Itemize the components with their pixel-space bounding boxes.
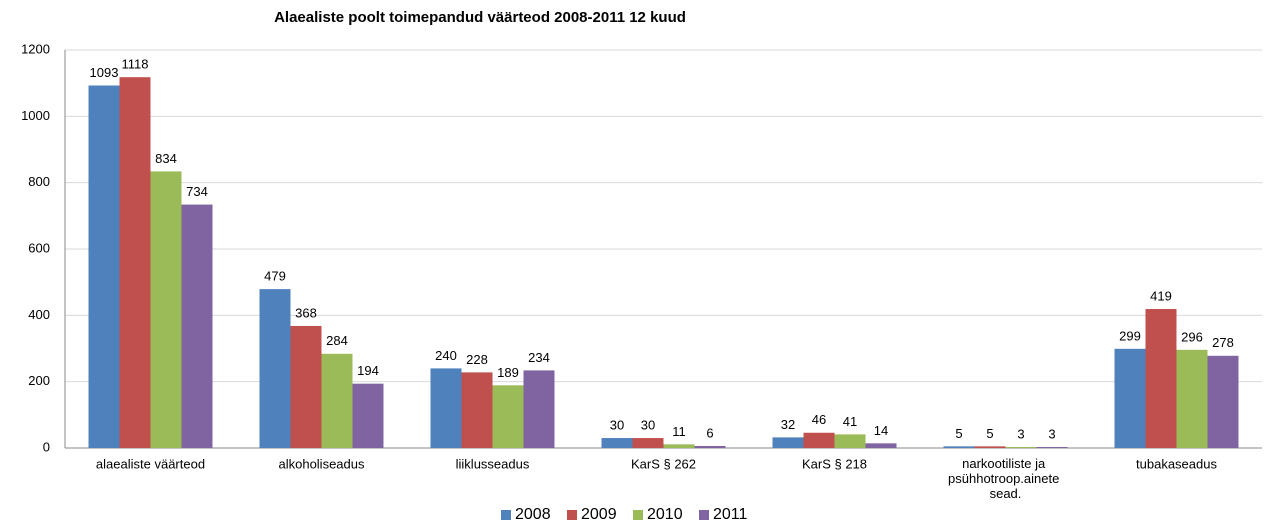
bar xyxy=(150,171,182,448)
bar xyxy=(601,438,633,448)
bar xyxy=(632,438,664,448)
value-label: 30 xyxy=(610,417,624,432)
value-label: 194 xyxy=(357,363,379,378)
bar xyxy=(321,353,353,448)
bar xyxy=(1036,447,1068,448)
value-label: 479 xyxy=(264,269,286,284)
bar xyxy=(523,370,555,448)
value-label: 1118 xyxy=(122,57,149,72)
value-label: 5 xyxy=(986,426,993,441)
value-label: 734 xyxy=(186,184,208,199)
bar xyxy=(974,446,1006,448)
legend-label: 2008 xyxy=(515,506,551,521)
x-tick-label: liiklusseadus xyxy=(456,456,530,471)
value-label: 368 xyxy=(295,305,317,320)
x-tick-label: alkoholiseadus xyxy=(278,456,365,471)
value-label: 296 xyxy=(1181,329,1203,344)
value-label: 834 xyxy=(155,151,177,166)
value-label: 46 xyxy=(812,412,826,427)
value-label: 32 xyxy=(781,417,795,432)
bar xyxy=(430,368,462,448)
legend-label: 2009 xyxy=(581,506,617,521)
legend-label: 2011 xyxy=(713,506,748,521)
y-tick-label: 800 xyxy=(28,174,50,189)
value-label: 14 xyxy=(874,423,888,438)
bar xyxy=(492,385,524,448)
bar xyxy=(181,204,213,448)
x-tick-label: narkootiliste ja psühhotroop.ainete sead… xyxy=(948,456,1063,501)
bar xyxy=(352,383,384,448)
bar xyxy=(663,444,695,448)
bar xyxy=(772,437,804,448)
value-label: 419 xyxy=(1150,288,1172,303)
value-label: 234 xyxy=(528,350,550,365)
bar xyxy=(461,372,493,448)
bar xyxy=(290,325,322,448)
y-tick-label: 0 xyxy=(43,439,50,454)
bar xyxy=(1176,349,1208,448)
value-label: 299 xyxy=(1119,328,1141,343)
value-label: 3 xyxy=(1017,426,1024,441)
y-tick-label: 1200 xyxy=(21,41,50,56)
y-tick-label: 1000 xyxy=(21,108,50,123)
bar xyxy=(1207,355,1239,448)
x-tick-label: KarS § 218 xyxy=(802,456,867,471)
legend-swatch xyxy=(501,510,511,520)
chart-title: Alaealiste poolt toimepandud väärteod 20… xyxy=(274,9,686,26)
bar xyxy=(88,85,120,448)
bar xyxy=(803,432,835,448)
bar xyxy=(1114,348,1146,448)
legend-label: 2010 xyxy=(647,506,683,521)
bar xyxy=(943,446,975,448)
value-label: 5 xyxy=(955,426,962,441)
y-tick-label: 400 xyxy=(28,307,50,322)
value-label: 228 xyxy=(466,352,488,367)
x-tick-label: KarS § 262 xyxy=(631,456,696,471)
value-label: 41 xyxy=(843,414,857,429)
value-label: 189 xyxy=(497,365,519,380)
legend-swatch xyxy=(699,510,709,520)
bar xyxy=(119,77,151,449)
x-tick-label: alaealiste väärteod xyxy=(96,456,205,471)
value-label: 11 xyxy=(672,424,686,439)
value-label: 240 xyxy=(435,348,457,363)
value-label: 3 xyxy=(1048,426,1055,441)
bar xyxy=(1145,309,1177,448)
y-tick-label: 200 xyxy=(28,373,50,388)
bar xyxy=(694,446,726,448)
x-tick-label: tubakaseadus xyxy=(1136,456,1217,471)
bar xyxy=(865,443,897,448)
bar xyxy=(1005,447,1037,448)
value-label: 30 xyxy=(641,417,655,432)
y-tick-label: 600 xyxy=(28,240,50,255)
value-label: 6 xyxy=(706,425,713,440)
bar xyxy=(834,434,866,448)
bar xyxy=(259,289,291,448)
legend-swatch xyxy=(567,510,577,520)
value-label: 1093 xyxy=(90,65,119,80)
value-label: 278 xyxy=(1212,335,1234,350)
legend-swatch xyxy=(633,510,643,520)
value-label: 284 xyxy=(326,333,348,348)
